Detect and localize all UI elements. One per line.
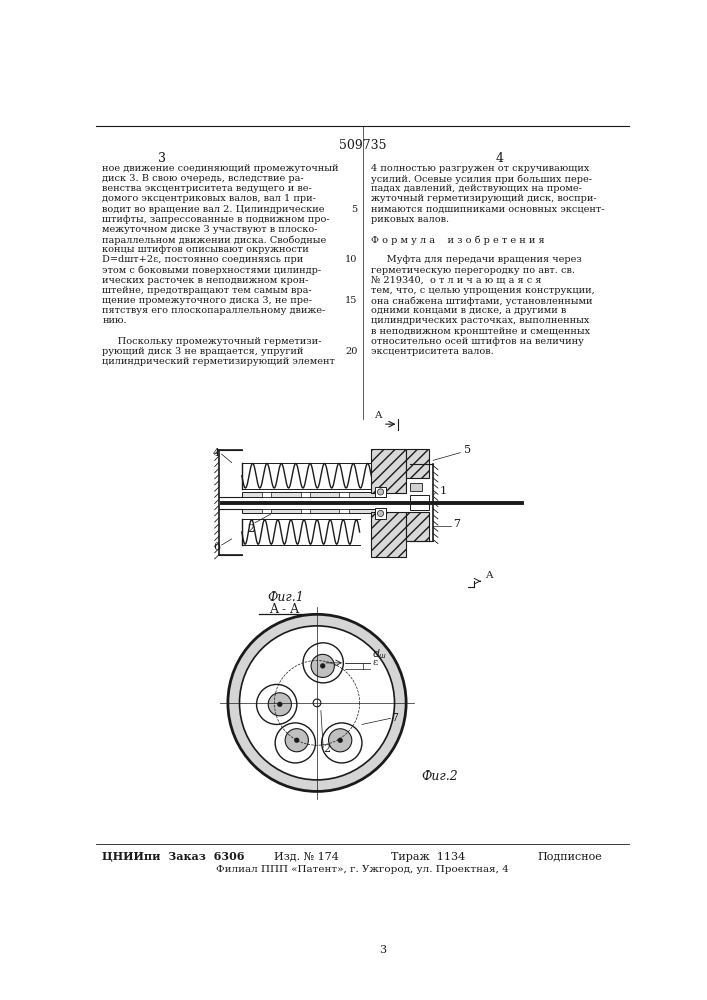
Text: 4: 4 xyxy=(213,448,220,458)
Circle shape xyxy=(378,510,384,517)
Text: параллельном движении диска. Свободные: параллельном движении диска. Свободные xyxy=(103,235,327,245)
Text: Фиг.1: Фиг.1 xyxy=(268,591,305,604)
Text: 1: 1 xyxy=(440,486,447,496)
Text: Изд. № 174: Изд. № 174 xyxy=(274,852,339,861)
Circle shape xyxy=(294,738,299,743)
Bar xyxy=(300,492,310,497)
Bar xyxy=(375,487,386,497)
Text: штейне, предотвращают тем самым вра-: штейне, предотвращают тем самым вра- xyxy=(103,286,312,295)
Text: 7: 7 xyxy=(391,713,397,723)
Circle shape xyxy=(228,614,406,791)
Circle shape xyxy=(322,723,362,763)
Text: ное движение соединяющий промежуточный: ное движение соединяющий промежуточный xyxy=(103,164,339,173)
Text: 15: 15 xyxy=(345,296,357,305)
Bar xyxy=(242,509,379,513)
Text: рующий диск 3 не вращается, упругий: рующий диск 3 не вращается, упругий xyxy=(103,347,304,356)
Circle shape xyxy=(303,643,344,683)
Bar xyxy=(300,509,310,513)
Text: тем, что, с целью упрощения конструкции,: тем, что, с целью упрощения конструкции, xyxy=(371,286,595,295)
Text: D=dшт+2ε, постоянно соединяясь при: D=dшт+2ε, постоянно соединяясь при xyxy=(103,255,303,264)
Text: № 219340,  о т л и ч а ю щ а я с я: № 219340, о т л и ч а ю щ а я с я xyxy=(371,276,542,285)
Text: падах давлений, действующих на проме-: падах давлений, действующих на проме- xyxy=(371,184,582,193)
Text: Ф о р м у л а    и з о б р е т е н и я: Ф о р м у л а и з о б р е т е н и я xyxy=(371,235,545,245)
Circle shape xyxy=(338,738,342,743)
Text: 2: 2 xyxy=(323,744,330,754)
Text: ЦНИИпи  Заказ  6306: ЦНИИпи Заказ 6306 xyxy=(103,852,245,862)
Bar xyxy=(262,509,271,513)
Text: цилиндрический герметизирующий элемент: цилиндрический герметизирующий элемент xyxy=(103,357,335,366)
Circle shape xyxy=(320,664,325,668)
Text: она снабжена штифтами, установленными: она снабжена штифтами, установленными xyxy=(371,296,592,306)
Bar xyxy=(406,449,429,478)
Circle shape xyxy=(257,684,297,724)
Text: Тираж  1134: Тираж 1134 xyxy=(391,852,465,861)
Text: диск 3. В свою очередь, вследствие ра-: диск 3. В свою очередь, вследствие ра- xyxy=(103,174,304,183)
Text: Подписное: Подписное xyxy=(538,852,602,861)
Text: A - A: A - A xyxy=(269,603,300,616)
Text: ε: ε xyxy=(372,658,378,667)
Text: Муфта для передачи вращения через: Муфта для передачи вращения через xyxy=(371,255,582,264)
Text: 2: 2 xyxy=(247,524,255,534)
Bar xyxy=(375,508,386,519)
Text: 509735: 509735 xyxy=(339,139,387,152)
Bar xyxy=(371,449,406,493)
Circle shape xyxy=(313,699,321,707)
Text: щение промежуточного диска 3, не пре-: щение промежуточного диска 3, не пре- xyxy=(103,296,312,305)
Circle shape xyxy=(329,729,352,752)
Bar xyxy=(262,492,271,497)
Text: Фиг.2: Фиг.2 xyxy=(421,770,458,783)
Text: риковых валов.: риковых валов. xyxy=(371,215,450,224)
Bar xyxy=(371,512,406,557)
Text: жуточный герметизирующий диск, воспри-: жуточный герметизирующий диск, воспри- xyxy=(371,194,597,203)
Text: 6: 6 xyxy=(213,542,220,552)
Bar xyxy=(410,495,429,510)
Text: Филиал ППП «Патент», г. Ужгород, ул. Проектная, 4: Филиал ППП «Патент», г. Ужгород, ул. Про… xyxy=(216,865,509,874)
Text: межуточном диске 3 участвуют в плоско-: межуточном диске 3 участвуют в плоско- xyxy=(103,225,318,234)
Text: 20: 20 xyxy=(345,347,357,356)
Text: A: A xyxy=(485,571,493,580)
Text: ических расточек в неподвижном крон-: ических расточек в неподвижном крон- xyxy=(103,276,309,285)
Bar xyxy=(339,492,349,497)
Text: 7: 7 xyxy=(452,519,460,529)
Text: цилиндрических расточках, выполненных: цилиндрических расточках, выполненных xyxy=(371,316,590,325)
Bar xyxy=(406,512,429,541)
Bar xyxy=(410,483,421,491)
Circle shape xyxy=(311,654,334,677)
Text: относительно осей штифтов на величину: относительно осей штифтов на величину xyxy=(371,337,584,346)
Text: 5: 5 xyxy=(464,445,472,455)
Text: пятствуя его плоскопараллельному движе-: пятствуя его плоскопараллельному движе- xyxy=(103,306,326,315)
Text: герметическую перегородку по авт. св.: герметическую перегородку по авт. св. xyxy=(371,266,575,275)
Text: нию.: нию. xyxy=(103,316,127,325)
Bar xyxy=(242,492,379,497)
Text: в неподвижном кронштейне и смещенных: в неподвижном кронштейне и смещенных xyxy=(371,327,590,336)
Text: нимаются подшипниками основных эксцент-: нимаются подшипниками основных эксцент- xyxy=(371,205,604,214)
Text: домого эксцентриковых валов, вал 1 при-: домого эксцентриковых валов, вал 1 при- xyxy=(103,194,316,203)
Circle shape xyxy=(277,702,282,707)
Text: 4: 4 xyxy=(495,152,503,165)
Text: штифты, запрессованные в подвижном про-: штифты, запрессованные в подвижном про- xyxy=(103,215,330,224)
Text: Поскольку промежуточный герметизи-: Поскольку промежуточный герметизи- xyxy=(103,337,322,346)
Text: усилий. Осевые усилия при больших пере-: усилий. Осевые усилия при больших пере- xyxy=(371,174,592,184)
Text: 3: 3 xyxy=(380,945,387,955)
Text: 3: 3 xyxy=(158,152,166,165)
Text: концы штифтов описывают окружности: концы штифтов описывают окружности xyxy=(103,245,309,254)
Text: венства эксцентриситета ведущего и ве-: венства эксцентриситета ведущего и ве- xyxy=(103,184,312,193)
Text: 4 полностью разгружен от скручивающих: 4 полностью разгружен от скручивающих xyxy=(371,164,590,173)
Text: 10: 10 xyxy=(345,255,357,264)
Circle shape xyxy=(275,723,315,763)
Circle shape xyxy=(378,489,384,495)
Text: эксцентриситета валов.: эксцентриситета валов. xyxy=(371,347,494,356)
Circle shape xyxy=(268,693,291,716)
Text: 5: 5 xyxy=(351,205,357,214)
Bar xyxy=(339,509,349,513)
Text: одними концами в диске, а другими в: одними концами в диске, а другими в xyxy=(371,306,566,315)
Circle shape xyxy=(240,626,395,780)
Text: водит во вращение вал 2. Цилиндрические: водит во вращение вал 2. Цилиндрические xyxy=(103,205,325,214)
Text: A: A xyxy=(374,411,381,420)
Text: $d_{ш}$: $d_{ш}$ xyxy=(372,647,387,661)
Circle shape xyxy=(285,729,308,752)
Text: этом с боковыми поверхностями цилиндр-: этом с боковыми поверхностями цилиндр- xyxy=(103,266,322,275)
